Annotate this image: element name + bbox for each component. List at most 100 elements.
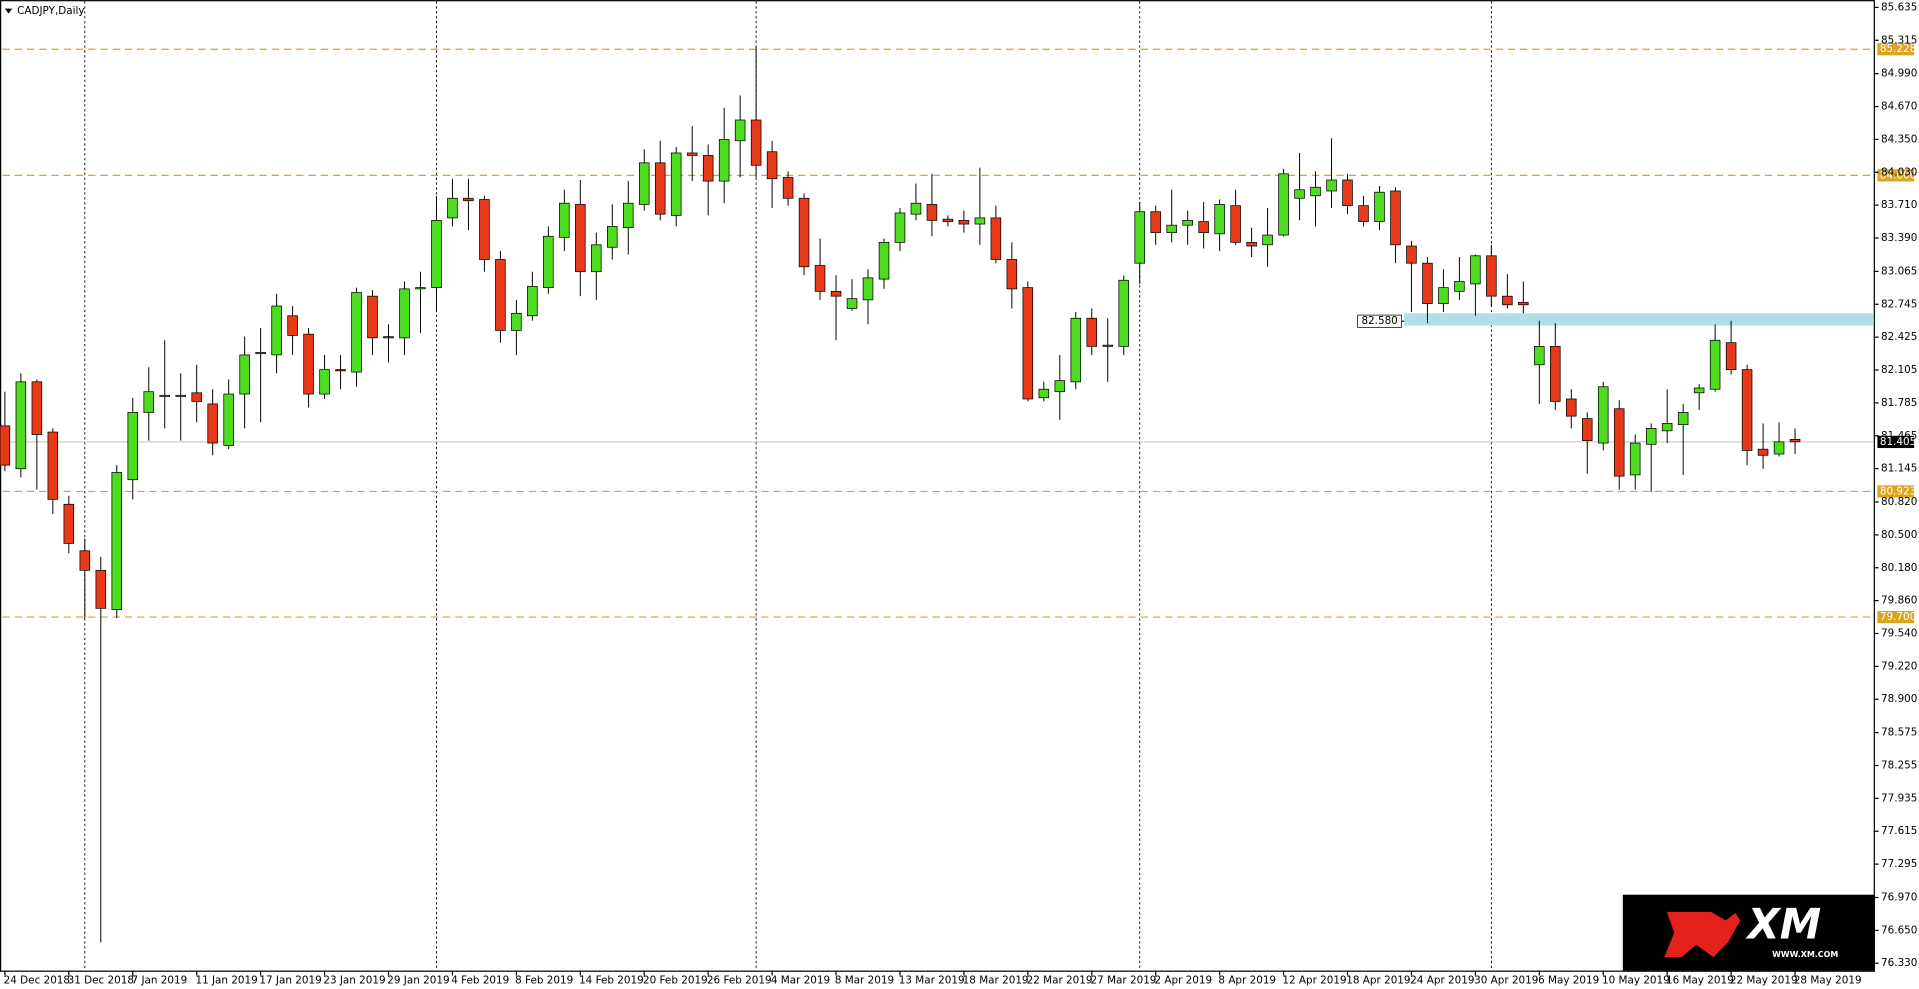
candle-body bbox=[1502, 295, 1513, 306]
candle-body bbox=[335, 369, 346, 372]
candle bbox=[1725, 320, 1737, 375]
level-label: 79.700 bbox=[1880, 611, 1916, 623]
y-tick-label: 80.180 bbox=[1881, 562, 1917, 574]
candle bbox=[686, 126, 698, 182]
x-tick-label: 24 Dec 2018 bbox=[4, 974, 70, 986]
candle-body bbox=[1629, 442, 1641, 476]
candle bbox=[1534, 320, 1545, 404]
y-tick-label: 77.295 bbox=[1881, 858, 1917, 870]
candle-body bbox=[1374, 191, 1385, 222]
candle bbox=[127, 397, 139, 500]
candle-body bbox=[1278, 173, 1289, 236]
candle bbox=[575, 179, 586, 297]
candle bbox=[798, 193, 810, 276]
x-tick-label: 4 Mar 2019 bbox=[771, 974, 830, 986]
candle-body bbox=[367, 295, 378, 339]
candle-body bbox=[750, 119, 762, 166]
x-tick-label: 8 Feb 2019 bbox=[515, 974, 573, 986]
logo-bull bbox=[1664, 911, 1741, 958]
candle-body bbox=[1661, 423, 1673, 432]
candle bbox=[846, 279, 858, 311]
candle bbox=[95, 556, 107, 943]
x-tick-label: 8 Mar 2019 bbox=[835, 974, 894, 986]
candle-body bbox=[926, 204, 938, 221]
candle bbox=[1406, 241, 1417, 313]
title-arrow bbox=[4, 8, 13, 14]
level-label-box bbox=[1877, 43, 1915, 56]
candle-body bbox=[31, 381, 43, 435]
candle-body bbox=[670, 152, 682, 216]
y-tick-label: 77.615 bbox=[1881, 825, 1917, 837]
chart-title: CADJPY,Daily bbox=[17, 5, 84, 17]
x-tick-label: 28 May 2019 bbox=[1794, 974, 1862, 986]
candle bbox=[1661, 389, 1673, 444]
x-tick-label: 30 Apr 2019 bbox=[1474, 974, 1538, 986]
candle-body bbox=[431, 219, 442, 288]
candle bbox=[878, 238, 890, 289]
candle-body bbox=[239, 354, 250, 395]
candle-body bbox=[1118, 279, 1130, 347]
candle bbox=[415, 271, 426, 333]
x-tick-label: 12 Apr 2019 bbox=[1282, 974, 1346, 986]
candle bbox=[1502, 274, 1513, 309]
candle-body bbox=[1406, 245, 1417, 264]
candle bbox=[463, 178, 474, 231]
y-tick-label: 79.220 bbox=[1881, 660, 1917, 672]
candle bbox=[175, 373, 186, 441]
candle bbox=[1454, 257, 1465, 300]
candle-body bbox=[1725, 342, 1737, 370]
candle bbox=[143, 367, 155, 441]
candle bbox=[958, 210, 970, 233]
candle-body bbox=[159, 394, 170, 397]
support-zone bbox=[1404, 313, 1874, 326]
candle-body bbox=[1070, 317, 1082, 383]
candle-body bbox=[1214, 204, 1225, 235]
candle bbox=[1326, 138, 1337, 209]
y-tick-label: 83.710 bbox=[1881, 199, 1917, 211]
y-tick-label: 82.425 bbox=[1881, 331, 1917, 343]
candle bbox=[1166, 189, 1177, 243]
candle-body bbox=[255, 352, 266, 355]
candle bbox=[287, 306, 298, 355]
candle bbox=[431, 195, 442, 313]
candle bbox=[15, 373, 27, 478]
candle bbox=[1582, 412, 1593, 474]
candle bbox=[479, 195, 490, 272]
candle-body bbox=[1166, 224, 1177, 233]
candle-body bbox=[95, 569, 107, 609]
candle-body bbox=[1677, 412, 1689, 426]
candle bbox=[990, 205, 1002, 264]
x-tick-label: 11 Jan 2019 bbox=[195, 974, 257, 986]
candle-body bbox=[351, 292, 362, 373]
candle-body bbox=[814, 265, 826, 292]
candle-body bbox=[1262, 234, 1273, 246]
candle bbox=[1086, 308, 1098, 355]
candle-body bbox=[1550, 346, 1561, 402]
candle bbox=[1773, 422, 1785, 457]
candle-body bbox=[447, 197, 458, 219]
candle bbox=[1150, 205, 1161, 245]
candle bbox=[1310, 171, 1321, 227]
candle-body bbox=[782, 177, 794, 199]
candle bbox=[654, 140, 666, 221]
candle bbox=[335, 354, 346, 390]
candle-body bbox=[702, 155, 714, 182]
candle-body bbox=[47, 431, 59, 500]
candle bbox=[702, 144, 714, 216]
candle-body bbox=[1438, 287, 1449, 304]
y-tick-label: 80.820 bbox=[1881, 496, 1917, 508]
candle bbox=[239, 336, 250, 429]
candle bbox=[527, 271, 538, 321]
candle bbox=[1342, 173, 1353, 215]
candle bbox=[383, 324, 394, 363]
x-tick-label: 16 May 2019 bbox=[1666, 974, 1734, 986]
candle-body bbox=[415, 287, 426, 290]
candle bbox=[1118, 275, 1130, 355]
x-tick-label: 26 Feb 2019 bbox=[707, 974, 772, 986]
candle-body bbox=[175, 394, 186, 397]
y-tick-label: 76.330 bbox=[1881, 957, 1917, 969]
candle bbox=[1550, 323, 1561, 410]
candle bbox=[1693, 384, 1705, 410]
x-tick-label: 31 Dec 2018 bbox=[68, 974, 134, 986]
candle bbox=[367, 290, 378, 355]
